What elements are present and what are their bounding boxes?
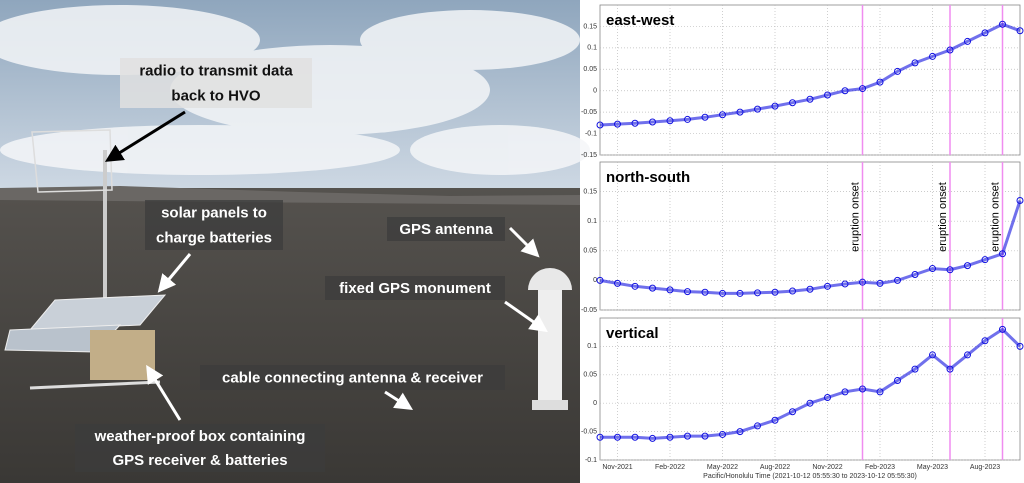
y-tick-label: -0.15: [581, 152, 597, 159]
data-point: [946, 365, 954, 373]
photo-label: cable connecting antenna & receiver: [222, 369, 483, 386]
trend-line: [600, 327, 1022, 440]
y-tick-label: 0: [593, 277, 597, 284]
arrow: [504, 300, 548, 333]
y-tick-label: -0.05: [581, 109, 597, 116]
label-box: [75, 424, 325, 472]
x-axis-label: Pacific/Honolulu Time (2021-10-12 05:55:…: [703, 473, 917, 480]
annotation: eruption onset: [937, 182, 949, 252]
photo: radio to transmit data back to HVO solar p…: [0, 0, 580, 483]
arrow: [384, 390, 414, 410]
photo-label: GPS receiver & batteries: [112, 452, 287, 469]
antenna-dome: [528, 268, 572, 290]
photo-label: radio to transmit data: [139, 62, 293, 79]
photo-label: fixed GPS monument: [339, 280, 491, 297]
arrow: [157, 253, 192, 293]
x-tick-label: Aug-2022: [760, 464, 790, 471]
panel-title: east-west: [606, 12, 674, 29]
trend-line: [599, 200, 1022, 295]
y-tick-label: 0.05: [583, 66, 597, 73]
x-tick-label: May-2023: [917, 464, 948, 471]
y-tick-label: -0.1: [585, 457, 597, 464]
y-tick-label: 0.05: [583, 372, 597, 379]
y-tick-label: 0.1: [587, 218, 597, 225]
y-tick-label: -0.05: [581, 428, 597, 435]
x-tick-label: May-2022: [707, 464, 738, 471]
box: [90, 330, 155, 380]
y-tick-label: 0.1: [587, 343, 597, 350]
label-box: [325, 276, 505, 300]
x-tick-label: Aug-2023: [970, 464, 1000, 471]
y-tick-label: -0.1: [585, 130, 597, 137]
panel-title: north-south: [606, 169, 690, 186]
chart-panel: -0.05 0 0.05 0.1 0.15 eruption onset eruption …: [581, 161, 1024, 314]
x-tick-label: Nov-2021: [602, 464, 632, 471]
y-tick-label: 0: [593, 400, 597, 407]
arrow: [146, 364, 182, 421]
label-box: [145, 200, 283, 250]
annotation: eruption onset: [849, 182, 861, 252]
x-tick-label: Nov-2022: [812, 464, 842, 471]
panel-title: vertical: [606, 325, 659, 342]
photo-label: solar panels to: [161, 204, 267, 221]
data-point: [1016, 342, 1024, 350]
monument: [538, 290, 562, 405]
annotation: eruption onset: [989, 182, 1001, 252]
data-point: [894, 376, 901, 384]
y-tick-label: -0.05: [581, 307, 597, 314]
arrow: [104, 110, 186, 162]
photo-label: weather-proof box containing: [94, 428, 306, 445]
station: [4, 129, 572, 410]
y-tick-label: 0.1: [587, 45, 597, 52]
photo-label: back to HVO: [171, 87, 261, 104]
y-tick-label: 0.05: [583, 248, 597, 255]
y-tick-label: 0: [593, 88, 597, 95]
data-point: [929, 351, 936, 359]
arrow: [508, 226, 540, 258]
label-box: [387, 217, 505, 241]
data-point: [999, 325, 1006, 333]
y-tick-label: 0.15: [583, 23, 597, 30]
trend-line: [599, 22, 1021, 127]
label-box: [200, 365, 505, 390]
data-point: [964, 351, 971, 359]
data-point: [911, 365, 919, 373]
x-tick-label: Feb-2022: [655, 464, 685, 471]
data-point: [981, 337, 989, 345]
chart-panel: -0.1 -0.05 0 0.05 0.1 Nov-2021 Feb-2022 May-202…: [581, 317, 1024, 480]
photo-label: charge batteries: [156, 229, 272, 246]
y-tick-label: 0.15: [583, 188, 597, 195]
x-tick-label: Feb-2023: [865, 464, 895, 471]
photo-label: GPS antenna: [399, 221, 493, 238]
label-box: [120, 58, 312, 108]
chart-panel: -0.15 -0.1 -0.05 0 0.05 0.1 0.15 east-west: [581, 4, 1024, 159]
